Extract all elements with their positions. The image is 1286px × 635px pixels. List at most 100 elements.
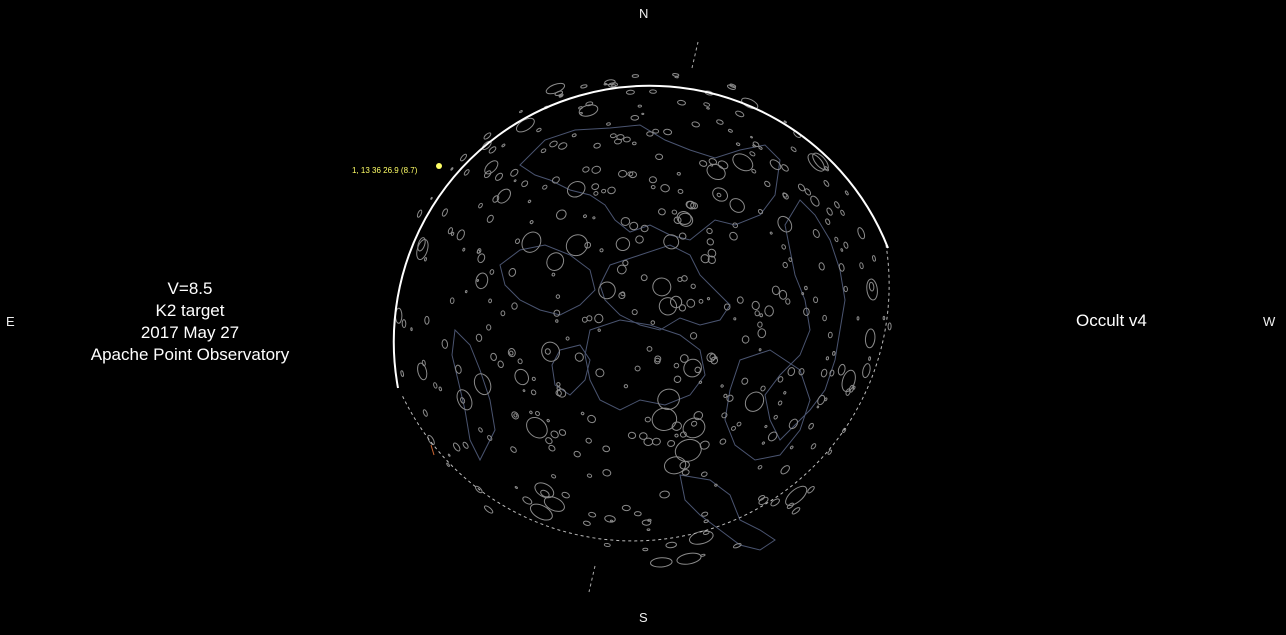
crater	[672, 73, 680, 77]
crater	[706, 238, 714, 246]
crater	[723, 303, 731, 311]
crater	[807, 153, 825, 172]
crater	[578, 104, 599, 117]
crater	[545, 437, 553, 445]
crater	[699, 160, 708, 167]
crater	[690, 283, 696, 289]
crater	[679, 460, 690, 470]
north-pole-axis	[691, 41, 699, 69]
crater	[700, 471, 708, 477]
target-text: K2 target	[155, 301, 225, 320]
crater	[651, 407, 678, 431]
crater	[834, 236, 839, 243]
crater	[751, 300, 760, 311]
crater	[733, 317, 737, 321]
crater	[602, 469, 612, 477]
crater	[781, 164, 789, 172]
star-label: 1, 13 36 26.9 (8.7)	[352, 166, 418, 175]
crater	[514, 238, 521, 244]
crater-group	[394, 73, 892, 568]
event-info: V=8.5 K2 target 2017 May 27 Apache Point…	[60, 278, 320, 366]
crater	[638, 432, 648, 440]
crater	[829, 369, 835, 377]
crater	[754, 310, 760, 317]
crater	[595, 368, 605, 378]
crater	[521, 180, 529, 188]
crater	[843, 241, 849, 249]
crater	[424, 315, 430, 325]
crater	[633, 511, 642, 517]
crater	[606, 122, 611, 126]
crater	[782, 192, 788, 198]
crater	[735, 110, 745, 118]
crater	[446, 462, 450, 467]
crater	[630, 114, 640, 121]
crater	[757, 465, 763, 470]
crater	[810, 443, 817, 450]
crater	[797, 183, 806, 192]
crater	[706, 352, 716, 363]
crater	[422, 409, 428, 417]
crater	[546, 252, 565, 271]
crater	[773, 414, 778, 420]
crater	[681, 469, 690, 476]
crater	[489, 269, 495, 275]
crater	[764, 305, 774, 317]
crater	[732, 222, 739, 229]
crater	[629, 221, 639, 231]
crater	[760, 385, 766, 392]
crater	[758, 146, 763, 150]
crater	[543, 496, 565, 512]
crater	[652, 277, 672, 297]
crater	[741, 335, 750, 344]
crater	[601, 188, 607, 194]
crater	[843, 285, 848, 293]
crater	[872, 255, 876, 262]
crater	[694, 366, 701, 374]
crater	[673, 375, 682, 383]
south-pole-axis	[588, 565, 596, 593]
crater	[706, 107, 710, 110]
crater	[652, 128, 660, 134]
crater	[542, 184, 548, 190]
terminator-dashed	[401, 244, 890, 542]
crater	[882, 315, 886, 321]
crater	[757, 494, 766, 501]
crater	[707, 255, 716, 264]
crater	[455, 364, 462, 374]
crater	[522, 496, 533, 505]
crater	[416, 209, 423, 218]
crater	[565, 336, 570, 341]
crater	[447, 453, 451, 457]
crater	[529, 503, 553, 521]
crater	[700, 254, 710, 264]
crater	[492, 195, 500, 203]
crater	[698, 380, 703, 384]
crater	[494, 172, 504, 181]
crater	[732, 153, 754, 172]
crater	[497, 360, 504, 369]
crater	[702, 530, 710, 535]
crater	[571, 133, 577, 138]
crater	[646, 528, 651, 532]
crater	[729, 83, 737, 88]
crater	[826, 207, 833, 216]
crater	[424, 257, 427, 262]
crater	[509, 350, 514, 356]
crater	[591, 183, 600, 190]
crater	[720, 384, 724, 388]
crater	[654, 357, 661, 365]
crater	[462, 441, 469, 449]
crater	[416, 238, 429, 261]
crater	[682, 417, 706, 439]
north-label: N	[639, 6, 649, 21]
crater	[862, 363, 871, 379]
crater	[783, 120, 787, 124]
crater	[486, 214, 494, 223]
crater	[650, 557, 673, 568]
crater	[710, 163, 714, 167]
crater	[614, 138, 622, 145]
crater	[678, 232, 687, 240]
crater	[703, 102, 711, 107]
crater	[676, 171, 681, 176]
